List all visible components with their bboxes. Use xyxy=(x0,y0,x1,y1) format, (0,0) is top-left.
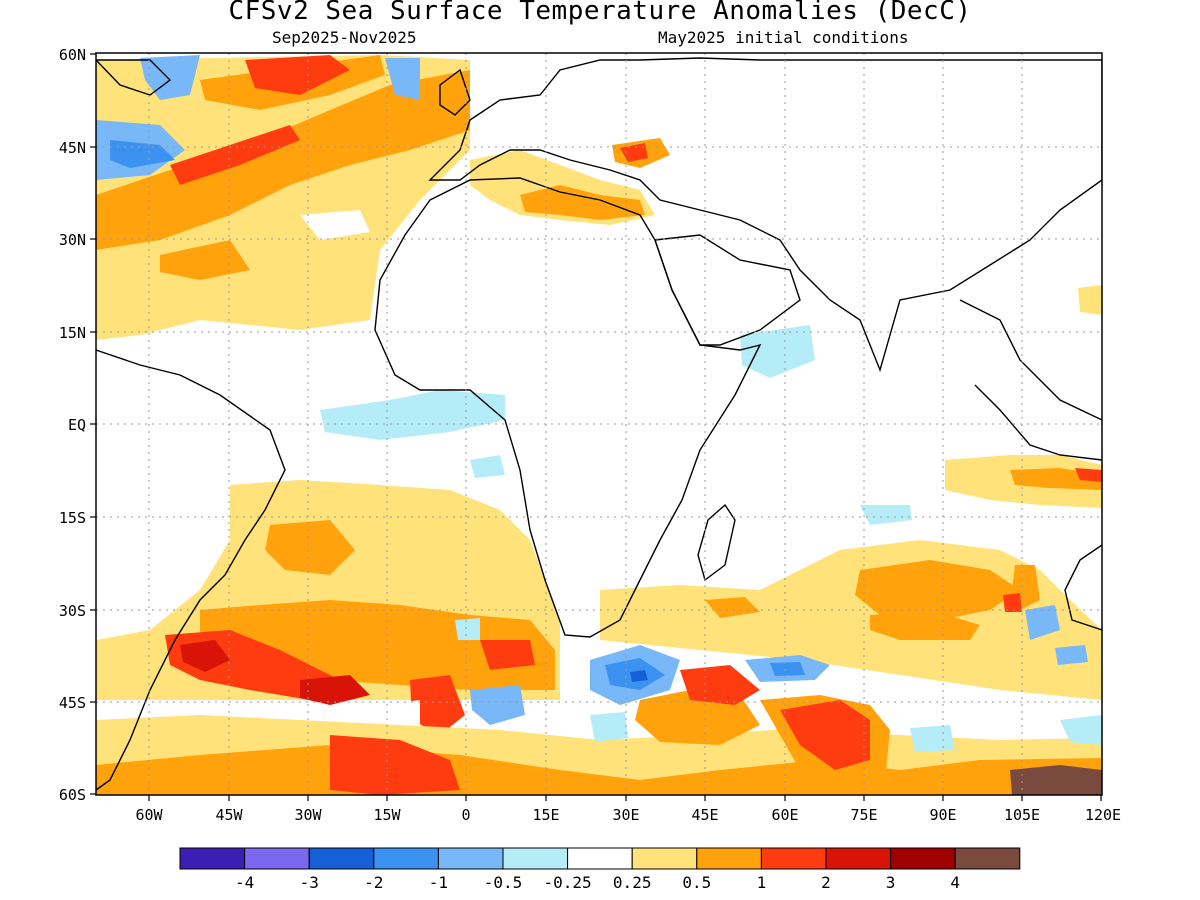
lon-label: 90E xyxy=(929,806,956,824)
colorbar-swatch xyxy=(437,847,504,870)
colorbar-label: 1 xyxy=(757,873,767,892)
lon-label: 120E xyxy=(1085,806,1121,824)
colorbar-label: 4 xyxy=(950,873,960,892)
colorbar-label: -1 xyxy=(429,873,448,892)
lat-label: 15N xyxy=(59,324,86,342)
colorbar-swatch xyxy=(890,847,956,870)
lon-label: 30W xyxy=(294,806,322,824)
forecast-period: Sep2025-Nov2025 xyxy=(272,28,417,47)
map-title: CFSv2 Sea Surface Temperature Anomalies … xyxy=(228,0,972,26)
colorbar-label: 2 xyxy=(821,873,831,892)
lon-label: 0 xyxy=(461,806,470,824)
lat-ticks xyxy=(90,53,96,795)
colorbar-swatch xyxy=(631,847,698,870)
lon-label: 75E xyxy=(850,806,877,824)
colorbar-swatch xyxy=(567,847,633,870)
gridlines xyxy=(96,53,1102,795)
colorbar-swatch xyxy=(696,847,762,870)
colorbar-swatch xyxy=(179,847,246,870)
colorbar xyxy=(179,847,1021,870)
colorbar-swatch xyxy=(760,847,827,870)
colorbar-swatch xyxy=(502,847,569,870)
lon-label: 15E xyxy=(532,806,559,824)
lat-label: 15S xyxy=(59,509,86,527)
lat-label: 30S xyxy=(59,602,86,620)
lat-label: 60N xyxy=(59,46,86,64)
lat-label: 30N xyxy=(59,231,86,249)
colorbar-label: -3 xyxy=(300,873,319,892)
lon-label: 60W xyxy=(135,806,163,824)
colorbar-swatch xyxy=(244,847,310,870)
anomaly-field xyxy=(96,55,1102,795)
colorbar-swatch xyxy=(373,847,439,870)
colorbar-label: -2 xyxy=(364,873,383,892)
lon-label: 105E xyxy=(1004,806,1040,824)
lat-label: 45S xyxy=(59,694,86,712)
colorbar-label: 0.5 xyxy=(682,873,711,892)
colorbar-labels: -4 -3 -2 -1 -0.5 -0.25 0.25 0.5 1 2 3 4 xyxy=(235,873,960,892)
lon-ticks xyxy=(148,795,1102,801)
lon-label: 15W xyxy=(373,806,401,824)
lat-label: 45N xyxy=(59,139,86,157)
lon-labels: 60W 45W 30W 15W 0 15E 30E 45E 60E 75E 90… xyxy=(135,806,1121,824)
lon-label: 30E xyxy=(612,806,639,824)
lat-label: 60S xyxy=(59,786,86,804)
lon-label: 45W xyxy=(215,806,243,824)
initial-conditions: May2025 initial conditions xyxy=(658,28,909,47)
colorbar-label: 3 xyxy=(886,873,896,892)
lon-label: 45E xyxy=(691,806,718,824)
colorbar-swatch xyxy=(954,847,1021,870)
colorbar-swatch xyxy=(308,847,375,870)
colorbar-label: -0.5 xyxy=(484,873,523,892)
coastlines xyxy=(96,57,1102,791)
colorbar-label: -0.25 xyxy=(544,873,592,892)
lat-label: EQ xyxy=(68,416,86,434)
lat-labels: 60N 45N 30N 15N EQ 15S 30S 45S 60S xyxy=(59,46,86,804)
colorbar-label: 0.25 xyxy=(613,873,652,892)
lon-label: 60E xyxy=(771,806,798,824)
colorbar-swatch xyxy=(825,847,892,870)
colorbar-label: -4 xyxy=(235,873,254,892)
